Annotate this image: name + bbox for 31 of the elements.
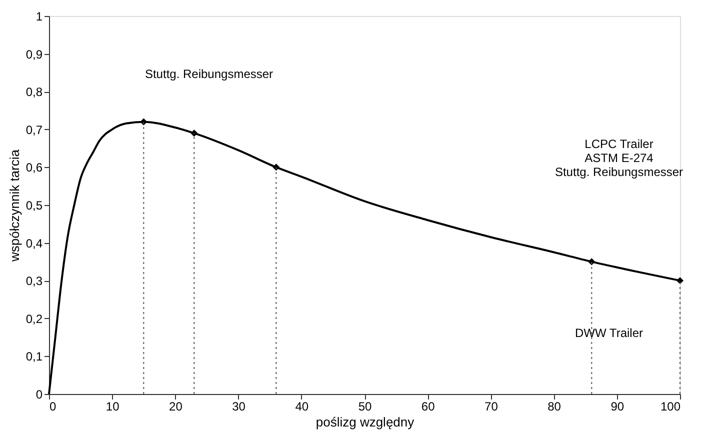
x-tick-label: 60 [421,400,436,414]
x-tick-label: 90 [610,400,624,414]
y-tick-label: 0,8 [26,85,43,100]
x-tick-label: 80 [548,400,562,414]
y-tick-label: 0,2 [26,312,43,326]
y-tick-label: 0,3 [26,274,43,288]
x-tick-label: 30 [232,400,246,414]
annotation: DWW Trailer [575,326,643,340]
y-tick-label: 0,4 [26,236,43,250]
y-tick-label: 0,7 [26,122,43,137]
y-tick-label: 1 [36,10,43,24]
y-tick-label: 0,5 [26,198,43,212]
x-tick-label: 0 [50,400,56,414]
x-tick-label: 70 [484,400,498,414]
x-tick-label: 10 [106,400,120,414]
x-tick-label: 40 [295,400,309,414]
y-axis-title: współczynnik tarcia [6,148,22,262]
x-tick-label: 50 [358,400,372,414]
point [140,118,148,126]
y-tick-label: 0,9 [26,47,43,62]
y-tick-label: 0,6 [26,160,43,175]
annotation: Stuttg. Reibungsmesser [144,67,274,81]
point [588,258,596,266]
x-axis-title: poślizg względny [316,414,415,430]
annotation: LCPC Trailer ASTM E-274 Stuttg. Reibungsmesser [554,137,684,179]
point [272,164,280,171]
x-tick-label: 100 [660,400,681,414]
y-tick-label: 0 [36,388,43,402]
point [190,130,198,137]
y-tick-label: 0,1 [26,350,43,364]
x-tick-label: 20 [169,400,183,414]
